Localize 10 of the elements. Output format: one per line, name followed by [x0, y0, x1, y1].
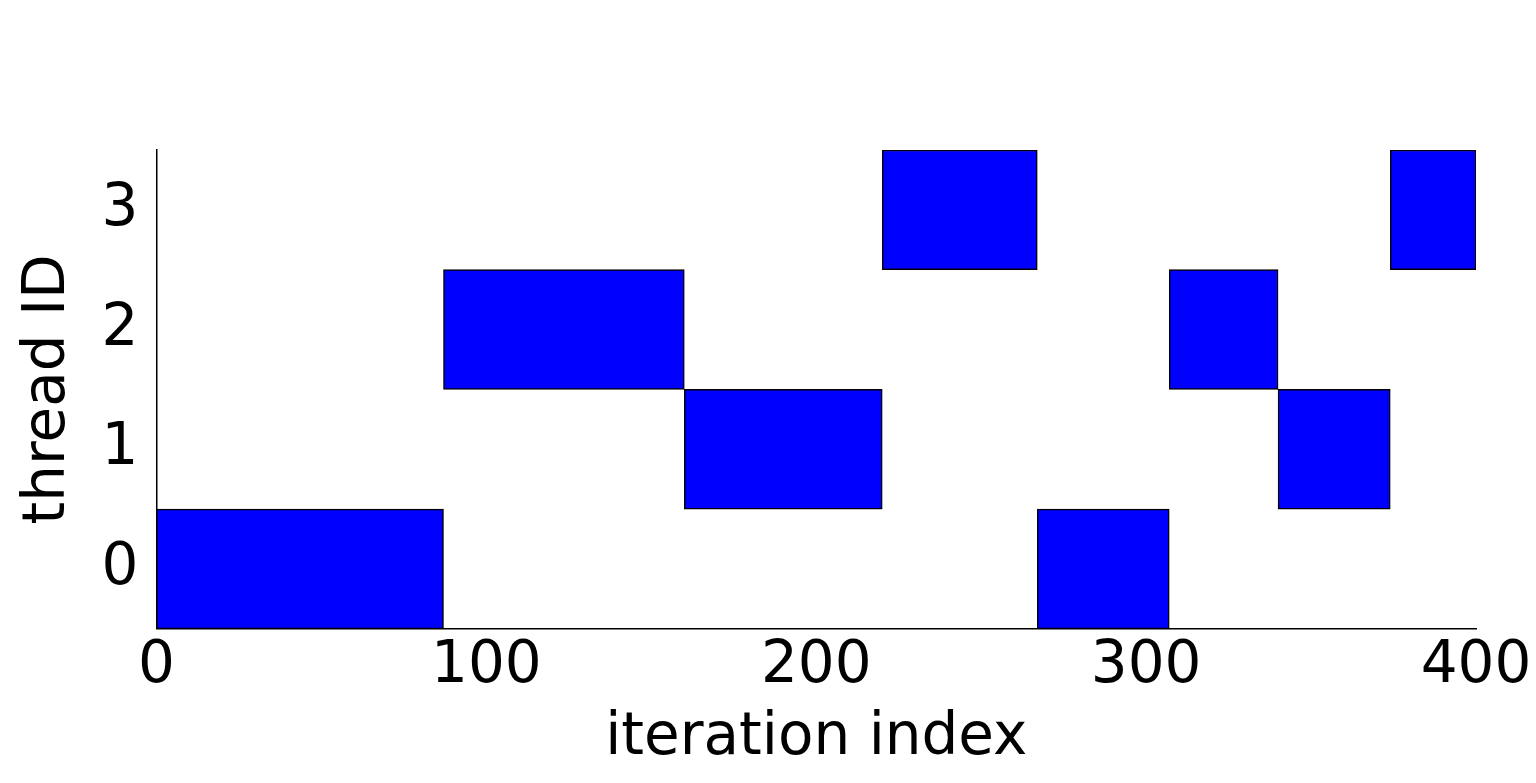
- x-tick-label: 400: [1420, 627, 1532, 696]
- y-tick-label: 0: [101, 530, 139, 599]
- y-tick-label: 3: [101, 170, 139, 239]
- x-axis-title: iteration index: [605, 700, 1028, 769]
- x-tick-label: 300: [1090, 627, 1202, 696]
- y-axis-title: thread ID: [9, 254, 78, 525]
- x-tick-label: 100: [431, 627, 542, 696]
- y-tick-label: 2: [101, 290, 139, 359]
- y-tick-label: 1: [101, 410, 139, 479]
- x-tick-label: 200: [760, 627, 872, 696]
